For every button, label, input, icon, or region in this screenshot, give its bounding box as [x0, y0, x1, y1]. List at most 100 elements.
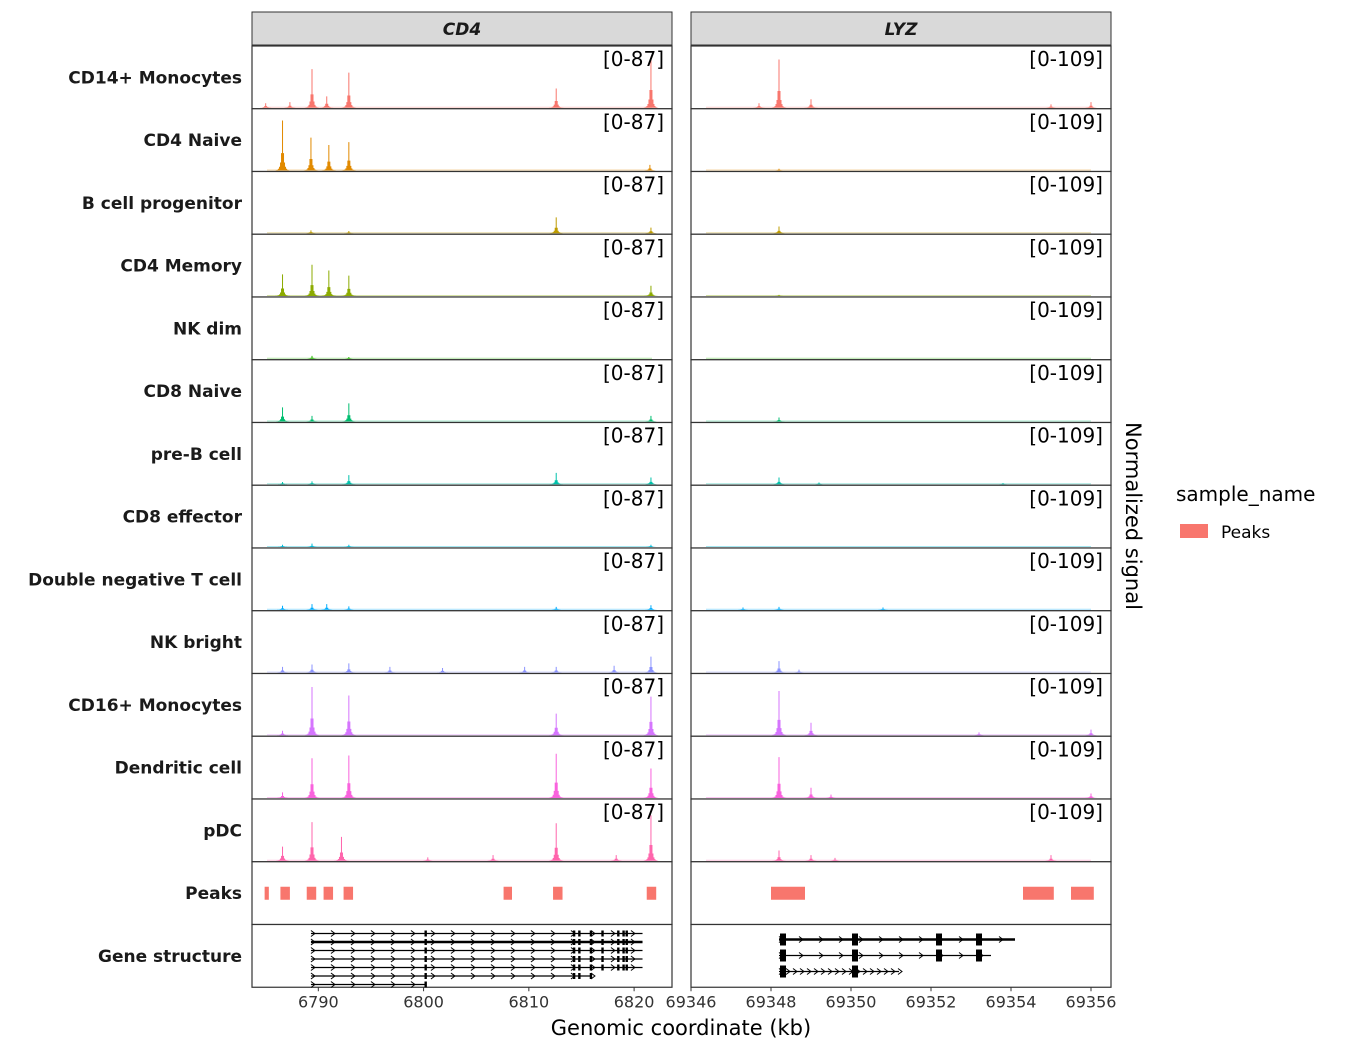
peak-region [646, 886, 657, 900]
strand-arrow [813, 968, 819, 975]
strand-arrow [838, 952, 844, 959]
strand-arrow [610, 930, 616, 937]
signal-peak [803, 99, 819, 108]
track-label: CD8 Naive [144, 382, 242, 402]
exon [617, 964, 620, 971]
signal-peak [548, 666, 564, 673]
exon [578, 964, 581, 971]
signal-peak [643, 815, 659, 861]
strand-arrow [510, 938, 516, 946]
signal-peak [771, 294, 787, 296]
peak-region [771, 886, 805, 900]
exon [572, 964, 576, 971]
strand-arrow [310, 947, 316, 954]
strand-arrow [490, 947, 496, 954]
strand-arrow [876, 968, 882, 975]
exon [852, 933, 858, 946]
exon [424, 939, 427, 945]
signal-peak [304, 664, 320, 673]
signal-peak [304, 415, 320, 422]
strand-arrow [834, 968, 840, 975]
strand-arrow [470, 938, 476, 946]
track-box [690, 798, 1112, 863]
track-box [251, 798, 673, 863]
signal-peak [548, 606, 564, 610]
signal-peak [341, 142, 357, 171]
signal-peak [275, 481, 291, 485]
exon [572, 956, 576, 962]
exon [976, 933, 982, 946]
strand-arrow [530, 964, 536, 971]
strand-arrow [370, 938, 376, 946]
strand-arrow [350, 972, 356, 980]
signal-peak [643, 477, 659, 485]
strand-arrow [410, 930, 416, 937]
range-label: [0-87] [603, 486, 664, 510]
exon [780, 949, 786, 962]
range-label: [0-109] [1029, 235, 1103, 259]
strand-arrow [550, 964, 556, 971]
strand-arrow [430, 938, 436, 946]
strand-arrow [310, 964, 316, 971]
strand-arrow [350, 930, 356, 937]
exon [424, 964, 427, 971]
strand-arrow [350, 964, 356, 971]
exon [625, 956, 628, 962]
exon [601, 964, 604, 971]
signal-peak [803, 787, 819, 798]
x-tick-label: 69354 [986, 992, 1037, 1011]
peak-region [343, 886, 354, 900]
strand-arrow [350, 947, 356, 954]
strand-arrow [330, 955, 336, 963]
x-tick-label: 6810 [508, 992, 549, 1011]
signal-peak [1043, 104, 1059, 108]
peak-region [1023, 886, 1054, 900]
range-label: [0-87] [603, 549, 664, 573]
signal-peak [548, 88, 564, 108]
strand-arrow [858, 936, 864, 943]
track-box [251, 359, 673, 424]
exon [424, 930, 427, 937]
track-label: NK bright [150, 633, 242, 653]
signal-peak [435, 667, 451, 673]
peak-region [503, 886, 512, 900]
strand-arrow [858, 952, 864, 959]
strand-arrow [883, 968, 889, 975]
strand-arrow [918, 952, 924, 959]
exon [572, 973, 576, 979]
strand-arrow [550, 972, 556, 980]
legend-label: Peaks [1221, 523, 1270, 543]
strand-arrow [898, 952, 904, 959]
signal-peak [341, 755, 357, 798]
track-box [690, 359, 1112, 424]
strand-arrow [350, 938, 356, 946]
track-label: CD4 Naive [144, 131, 242, 151]
strand-arrow [898, 936, 904, 943]
signal-peak [791, 669, 807, 673]
signal-peak [341, 230, 357, 234]
signal-peak [341, 72, 357, 108]
signal-peak [811, 482, 827, 485]
strand-arrow [610, 947, 616, 954]
strand-arrow [918, 936, 924, 943]
strand-arrow [610, 955, 616, 963]
track-box [251, 296, 673, 361]
strand-arrow [818, 952, 824, 959]
signal-peak [341, 475, 357, 485]
exon [936, 949, 942, 962]
strand-arrow [510, 964, 516, 971]
exon [572, 947, 576, 954]
range-label: [0-109] [1029, 675, 1103, 699]
strand-arrow [330, 964, 336, 971]
signal-peak [771, 226, 787, 234]
signal-peak [643, 696, 659, 736]
range-label: [0-109] [1029, 737, 1103, 761]
strand-arrow [806, 968, 812, 975]
track-box [251, 170, 673, 235]
strand-arrow [510, 955, 516, 963]
signal-peak [643, 605, 659, 610]
strand-arrow [590, 964, 596, 971]
signal-peak [548, 217, 564, 234]
track-box [251, 861, 673, 926]
x-tick-label: 69350 [826, 992, 877, 1011]
